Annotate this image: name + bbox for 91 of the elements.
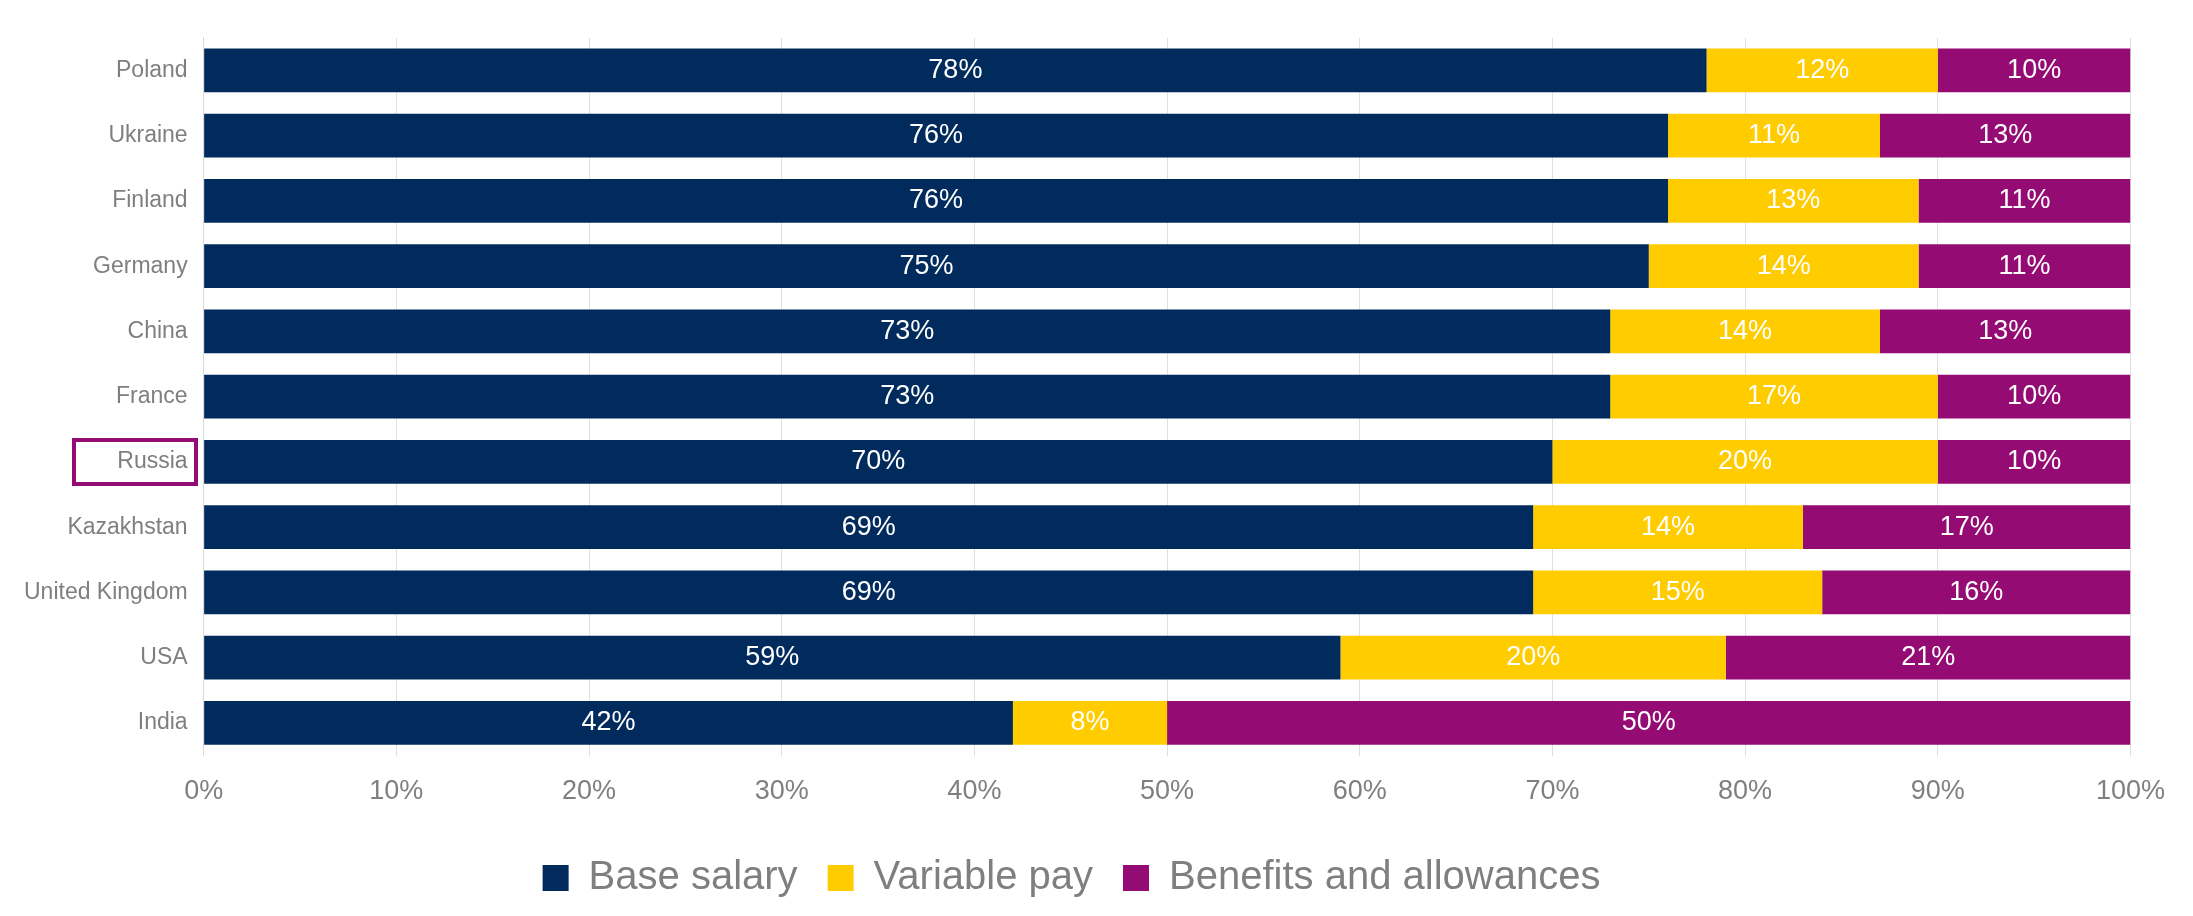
y-tick-label: India (137, 708, 188, 735)
x-tick-label: 20% (561, 775, 617, 806)
bar (1533, 570, 1823, 615)
bar (204, 374, 1611, 419)
data-label: 76% (909, 184, 964, 215)
y-tick-label: France (116, 382, 188, 409)
bar (1668, 113, 1880, 158)
legend-label: Base salary (588, 853, 798, 898)
bar (204, 309, 1611, 354)
data-label: 14% (1756, 249, 1811, 280)
data-label: 42% (581, 706, 636, 737)
bar (204, 113, 1669, 158)
bar (204, 48, 1707, 93)
bar (1552, 440, 1938, 484)
bar (1648, 244, 1919, 289)
bar (1937, 374, 2131, 419)
legend-label: Variable pay (873, 853, 1094, 898)
bar (1610, 374, 1938, 419)
data-label: 13% (1978, 119, 2033, 150)
data-label: 21% (1901, 641, 1956, 672)
bar (1879, 113, 2131, 158)
data-label: 14% (1641, 510, 1696, 541)
bar (204, 635, 1341, 680)
bar (1533, 505, 1803, 550)
legend-label: Benefits and allowances (1169, 853, 1601, 898)
data-label: 13% (1978, 314, 2033, 345)
x-tick-label: 100% (2095, 775, 2165, 806)
data-label: 12% (1795, 53, 1850, 84)
y-tick-label: Ukraine (108, 121, 188, 148)
data-label: 10% (2007, 445, 2062, 476)
bar (204, 570, 1534, 615)
data-label: 14% (1718, 314, 1773, 345)
x-tick-label: 40% (947, 775, 1002, 806)
x-tick-label: 90% (1910, 775, 1965, 806)
data-label: 59% (745, 641, 800, 672)
bar (204, 505, 1534, 550)
y-tick-label: Kazakhstan (67, 512, 188, 539)
y-tick-label: United Kingdom (23, 577, 188, 604)
bar (1167, 701, 2131, 745)
data-label: 73% (880, 380, 935, 411)
data-label: 76% (909, 119, 964, 150)
bar (1918, 244, 2131, 289)
bar (1012, 701, 1168, 745)
x-tick-label: 60% (1332, 775, 1387, 806)
x-tick-label: 30% (754, 775, 809, 806)
bar (1706, 48, 1938, 93)
data-label: 11% (1998, 184, 2051, 215)
data-label: 11% (1747, 119, 1801, 150)
bar (1879, 309, 2131, 354)
bar (1725, 635, 2131, 680)
bar (204, 701, 1013, 745)
x-tick-label: 80% (1718, 775, 1773, 806)
data-label: 69% (841, 575, 896, 606)
bar (204, 179, 1669, 223)
data-label: 75% (899, 249, 954, 280)
bar (1918, 179, 2131, 223)
data-label: 69% (841, 510, 896, 541)
bar (1340, 635, 1726, 680)
data-label: 70% (851, 445, 906, 476)
y-tick-label: USA (140, 643, 189, 670)
data-label: 73% (880, 314, 935, 345)
data-label: 15% (1650, 575, 1705, 606)
data-label: 17% (1939, 510, 1994, 541)
data-label: 13% (1766, 184, 1821, 215)
data-label: 11% (1998, 249, 2051, 280)
y-tick-label: Poland (116, 55, 188, 82)
data-label: 16% (1949, 575, 2004, 606)
bar (1610, 309, 1880, 354)
bar (1802, 505, 2131, 550)
bar (1668, 179, 1919, 223)
data-label: 20% (1506, 641, 1561, 672)
bar (204, 440, 1553, 484)
bar (1937, 48, 2131, 93)
data-label: 17% (1746, 380, 1802, 411)
data-label: 10% (2007, 53, 2062, 84)
x-tick-label: 10% (369, 775, 424, 806)
y-tick-label: Finland (112, 186, 188, 213)
data-label: 10% (2007, 380, 2062, 411)
bar (1822, 570, 2131, 615)
y-tick-label: China (127, 316, 188, 343)
y-tick-label: Germany (93, 251, 189, 278)
x-tick-label: 0% (184, 775, 224, 806)
bar (204, 244, 1649, 289)
data-label: 8% (1070, 706, 1110, 737)
data-label: 78% (928, 53, 983, 84)
bar (1937, 440, 2131, 484)
x-tick-label: 50% (1140, 775, 1195, 806)
data-label: 20% (1718, 445, 1773, 476)
x-tick-label: 70% (1525, 775, 1580, 806)
y-tick-label: Russia (117, 447, 188, 474)
data-label: 50% (1621, 706, 1676, 737)
